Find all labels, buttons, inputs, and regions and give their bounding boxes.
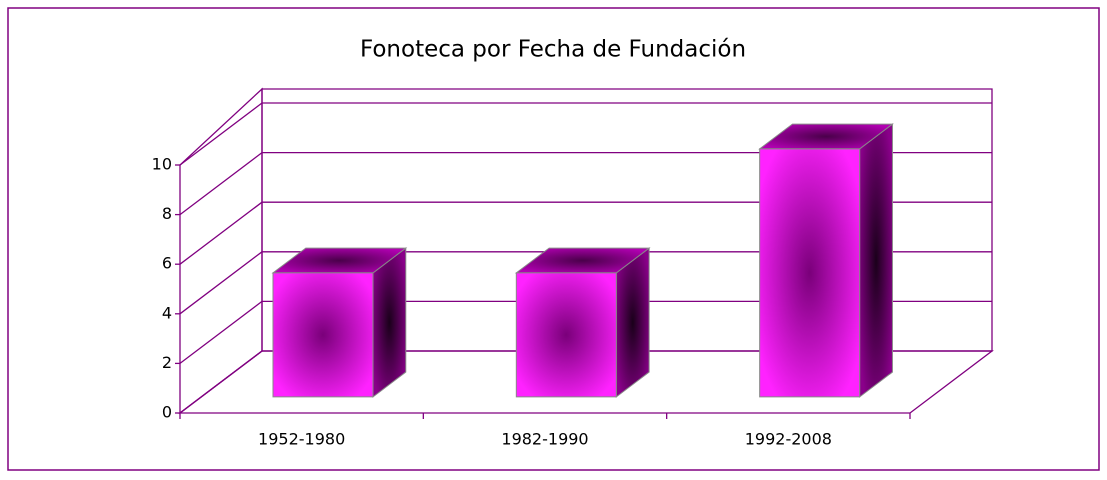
bar	[514, 247, 651, 398]
bar	[758, 123, 894, 398]
y-tick-label: 0	[162, 403, 172, 422]
bar-front	[515, 272, 617, 398]
bar-side	[615, 247, 650, 398]
y-tick-label: 4	[162, 303, 172, 322]
x-tick-label: 1992-2008	[745, 430, 832, 449]
y-tick-label: 6	[162, 254, 172, 273]
grid-line	[179, 350, 263, 414]
bar	[271, 247, 408, 398]
grid-line	[179, 251, 263, 315]
y-tick-label: 10	[152, 155, 172, 174]
chart-title: Fonoteca por Fecha de Fundación	[360, 37, 746, 63]
bar-front	[272, 272, 374, 398]
grid-line	[179, 152, 263, 216]
grid-line	[179, 102, 263, 166]
y-tick-label: 2	[162, 353, 172, 372]
grid-line	[179, 201, 263, 265]
x-tick-label: 1952-1980	[258, 430, 345, 449]
y-tick-label: 8	[162, 204, 172, 223]
grid-line	[179, 300, 263, 364]
bar-front	[759, 148, 861, 398]
x-tick-label: 1982-1990	[501, 430, 588, 449]
bar-side	[859, 123, 893, 398]
bar-side	[372, 247, 407, 398]
chart-border	[7, 7, 1100, 471]
